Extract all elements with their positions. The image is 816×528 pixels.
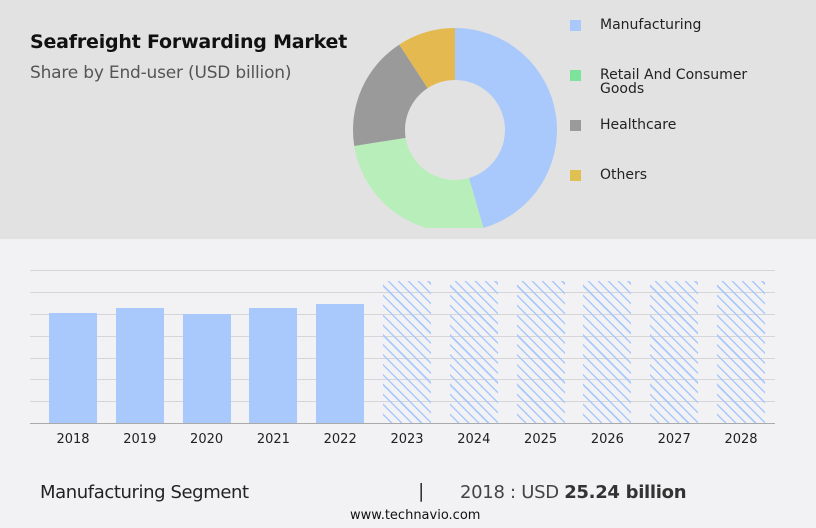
bar-2022[interactable] <box>316 303 365 423</box>
legend-label: Manufacturing <box>600 17 702 33</box>
donut-panel: Seafreight Forwarding Market Share by En… <box>0 0 816 239</box>
x-tick-label: 2023 <box>390 432 424 447</box>
bar-2026[interactable] <box>583 280 632 423</box>
value-prefix: 2018 : USD <box>460 482 559 503</box>
chart-subtitle: Share by End-user (USD billion) <box>30 63 292 83</box>
legend-swatch-icon <box>570 70 581 81</box>
donut-slice-others[interactable] <box>399 28 455 89</box>
x-axis-line <box>30 423 775 424</box>
donut-slice-healthcare[interactable] <box>353 44 428 146</box>
legend-swatch-icon <box>570 120 581 131</box>
source-url[interactable]: www.technavio.com <box>350 508 481 523</box>
bar-2021[interactable] <box>249 308 298 423</box>
donut-slice-retail-and-consumer-goods[interactable] <box>354 137 484 228</box>
bar-2024[interactable] <box>449 280 498 423</box>
bar-2019[interactable] <box>115 308 164 423</box>
chart-title: Seafreight Forwarding Market <box>30 31 348 53</box>
x-tick-label: 2028 <box>724 432 758 447</box>
footer-separator: | <box>418 480 425 502</box>
bar-2018[interactable] <box>49 313 97 423</box>
legend-label: Healthcare <box>600 117 677 133</box>
bar-2023[interactable] <box>383 280 431 423</box>
segment-label: Manufacturing Segment <box>40 482 249 503</box>
donut-chart <box>350 24 562 228</box>
legend-swatch-icon <box>570 20 581 31</box>
legend-swatch-icon <box>570 170 581 181</box>
x-tick-label: 2024 <box>457 432 491 447</box>
bar-2028[interactable] <box>717 280 765 423</box>
bar-2025[interactable] <box>516 280 565 423</box>
bar-2027[interactable] <box>650 280 699 423</box>
x-tick-label: 2019 <box>123 432 157 447</box>
legend-label: Others <box>600 167 648 183</box>
donut-svg <box>353 28 557 228</box>
segment-value: 2018 : USD 25.24 billion <box>460 482 687 503</box>
x-tick-label: 2025 <box>524 432 558 447</box>
donut-slice-manufacturing[interactable] <box>455 28 557 228</box>
bar-chart: 2018 2019 2020 2021 2022 2023 2024 2025 2026 2027… <box>0 239 816 528</box>
x-tick-label: 2026 <box>590 432 624 447</box>
bar-2020[interactable] <box>182 313 231 423</box>
x-tick-label: 2018 <box>56 432 90 447</box>
x-tick-label: 2021 <box>256 432 290 447</box>
x-tick-label: 2022 <box>323 432 357 447</box>
x-tick-label: 2027 <box>657 432 691 447</box>
value-amount: 25.24 billion <box>564 482 687 503</box>
gridline <box>30 270 775 272</box>
legend-label: Retail And Consumer Goods <box>600 67 748 97</box>
x-tick-label: 2020 <box>190 432 224 447</box>
